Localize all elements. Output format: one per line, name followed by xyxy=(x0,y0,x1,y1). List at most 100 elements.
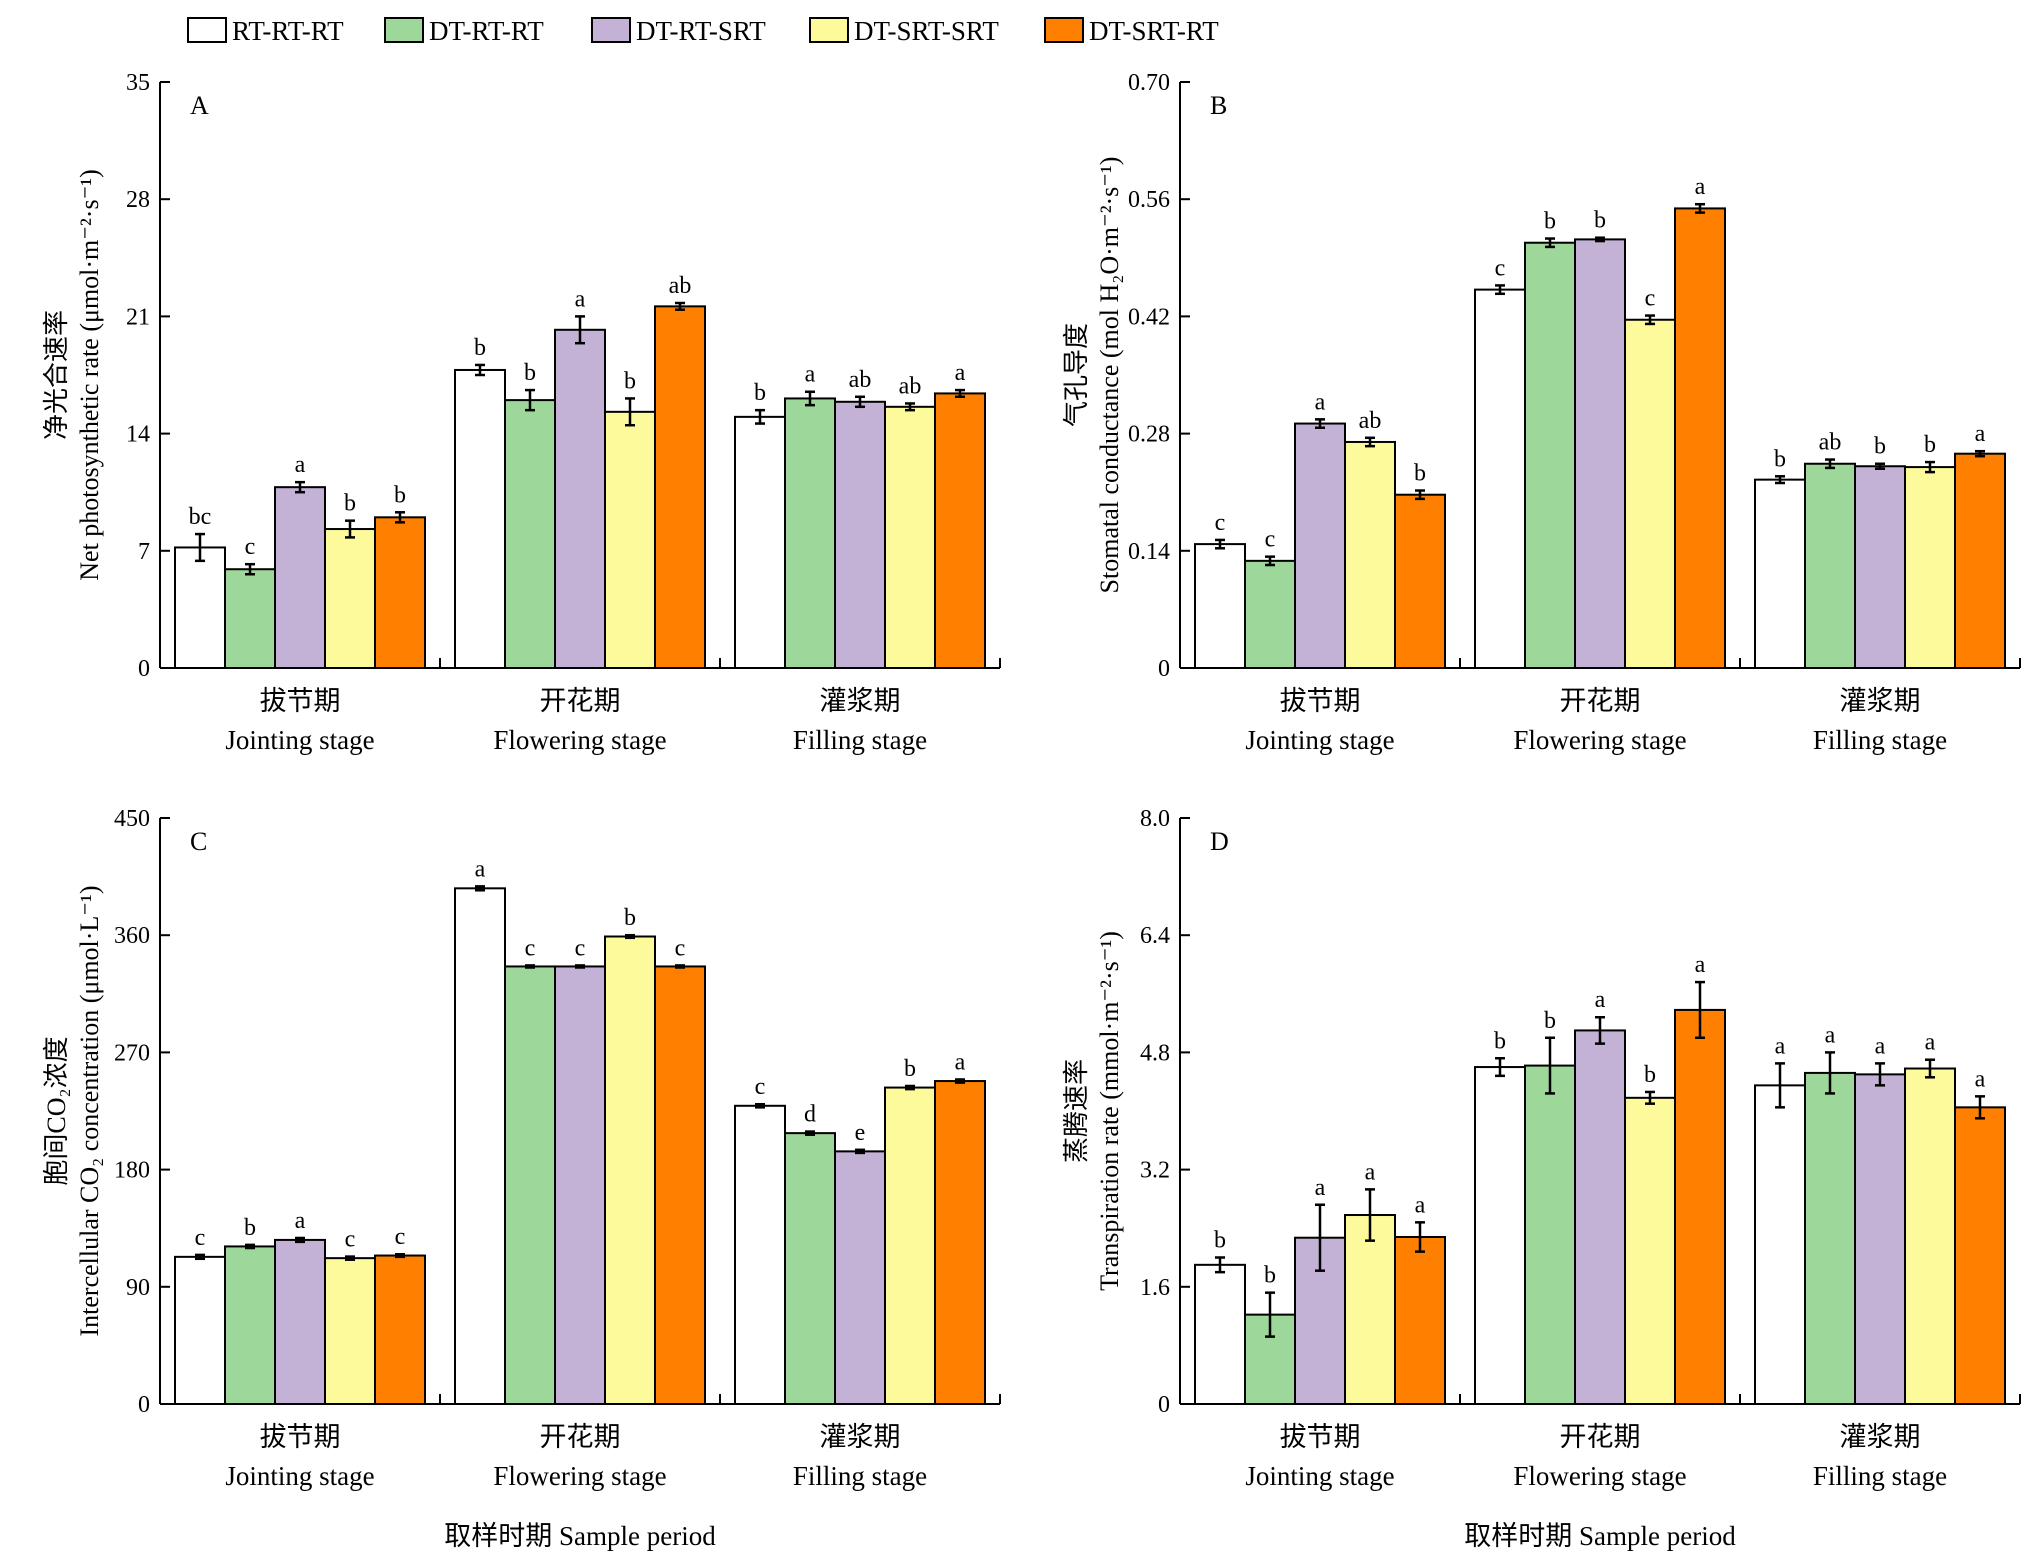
error-bar xyxy=(1975,1095,1985,1120)
category-label-en: Filling stage xyxy=(793,725,927,755)
error-bar xyxy=(1645,314,1655,326)
error-bar xyxy=(1825,458,1835,470)
significance-letter: a xyxy=(295,452,306,478)
error-bar xyxy=(1315,1203,1325,1272)
error-bar xyxy=(855,395,865,409)
error-bar xyxy=(855,1148,865,1155)
chart-panel-b: 0 0.14 0.28 0.42 0.56 0.70 拔节期 Jointing stage 开花… xyxy=(1062,70,2021,755)
bar xyxy=(324,1257,376,1406)
significance-letter: a xyxy=(955,1049,966,1075)
category-label-cn: 开花期 xyxy=(1560,686,1641,716)
y-tick-label: 1.6 xyxy=(1140,1275,1170,1301)
legend-label: RT-RT-RT xyxy=(232,16,344,46)
bar xyxy=(1854,465,1906,669)
bar xyxy=(1624,318,1676,669)
y-tick-label: 21 xyxy=(126,304,150,330)
category-label-cn: 开花期 xyxy=(540,686,621,716)
bar xyxy=(224,1245,276,1406)
bar xyxy=(1954,1106,2006,1406)
error-bar xyxy=(295,1236,305,1244)
error-bar xyxy=(1925,1058,1935,1079)
bar xyxy=(1194,543,1246,669)
y-tick-label: 180 xyxy=(114,1158,150,1184)
y-axis-title-cn: 气孔导度 xyxy=(1062,323,1091,427)
y-tick-label: 0.56 xyxy=(1128,187,1170,213)
legend-label: DT-SRT-RT xyxy=(1089,16,1219,46)
bar xyxy=(174,1255,226,1405)
chart-panel-d: 0 1.6 3.2 4.8 6.4 8.0 拔节期 Jointing stage 开花期 Flow… xyxy=(1062,806,2021,1491)
bar xyxy=(784,397,836,669)
error-bar xyxy=(525,388,535,412)
significance-letter: b xyxy=(1924,432,1936,458)
significance-letter: b xyxy=(1594,208,1606,234)
significance-letter: b xyxy=(524,360,536,386)
category-label-en: Jointing stage xyxy=(1245,725,1394,755)
bar xyxy=(1674,207,1726,669)
error-bar xyxy=(1695,980,1705,1039)
significance-letter: a xyxy=(1595,987,1606,1013)
significance-letter: a xyxy=(955,360,966,386)
significance-letter: b xyxy=(1264,1263,1276,1289)
category-label-cn: 拔节期 xyxy=(1280,686,1361,716)
y-tick-label: 8.0 xyxy=(1140,806,1170,832)
error-bar xyxy=(905,402,915,412)
y-axis-title-cn: 净光合速率 xyxy=(42,310,71,440)
category-label-en: Jointing stage xyxy=(225,725,374,755)
error-bar xyxy=(1495,1057,1505,1078)
legend-swatch xyxy=(591,17,631,43)
legend-label: DT-RT-SRT xyxy=(636,16,766,46)
significance-letter: b xyxy=(1874,434,1886,460)
bar xyxy=(834,1150,886,1405)
y-axis-title-cn: 蒸腾速率 xyxy=(1062,1059,1091,1163)
significance-letter: a xyxy=(805,362,816,388)
significance-letter: a xyxy=(1925,1030,1936,1056)
category-label-en: Flowering stage xyxy=(493,1461,666,1491)
significance-letter: c xyxy=(525,935,536,961)
significance-letter: b xyxy=(474,335,486,361)
category-label-en: Jointing stage xyxy=(1245,1461,1394,1491)
error-bar xyxy=(1695,202,1705,214)
significance-letter: c xyxy=(1215,510,1226,536)
category-label-cn: 拔节期 xyxy=(260,1422,341,1452)
bar xyxy=(1244,559,1296,669)
bar xyxy=(1954,452,2006,670)
chart-panel-c: 0 90 180 270 360 450 拔节期 Jointing stage 开花期 Flowe… xyxy=(42,806,1001,1491)
significance-letter: b xyxy=(1774,446,1786,472)
x-axis-title: 取样时期 Sample period xyxy=(444,1521,716,1551)
significance-letter: b xyxy=(624,905,636,931)
category-label-cn: 灌浆期 xyxy=(1840,686,1921,716)
category-label-cn: 灌浆期 xyxy=(820,1422,901,1452)
significance-letter: c xyxy=(245,534,256,560)
significance-letter: a xyxy=(1775,1033,1786,1059)
bar xyxy=(1394,493,1446,669)
bar xyxy=(934,1080,986,1405)
bar xyxy=(1474,288,1526,669)
significance-letter: a xyxy=(1695,174,1706,200)
significance-letter: a xyxy=(1415,1192,1426,1218)
significance-letter: a xyxy=(475,856,486,882)
bar xyxy=(554,328,606,669)
category-label-en: Jointing stage xyxy=(225,1461,374,1491)
significance-letter: b xyxy=(904,1056,916,1082)
bar xyxy=(734,415,786,669)
error-bar xyxy=(1645,1090,1655,1105)
y-tick-label: 7 xyxy=(138,539,150,565)
significance-letter: a xyxy=(1315,1175,1326,1201)
bar xyxy=(554,965,606,1405)
chart-panel-a: 0 7 14 21 28 35 拔节期 Jointing stage 开花期 Flowering … xyxy=(42,70,1001,755)
error-bar xyxy=(195,532,205,563)
significance-letter: c xyxy=(345,1227,356,1253)
error-bar xyxy=(675,964,685,969)
y-axis-title-en: Stomatal conductance (mol H₂O·m⁻²·s⁻¹) xyxy=(1095,157,1124,594)
bar xyxy=(1624,1096,1676,1405)
significance-letter: a xyxy=(1975,1066,1986,1092)
y-tick-label: 4.8 xyxy=(1140,1040,1170,1066)
bar xyxy=(1754,478,1806,669)
error-bar xyxy=(575,315,585,345)
error-bar xyxy=(1775,1062,1785,1109)
error-bar xyxy=(1545,237,1555,249)
bar xyxy=(1804,462,1856,670)
error-bar xyxy=(625,397,635,427)
error-bar xyxy=(625,933,635,940)
bar xyxy=(1904,1067,1956,1405)
